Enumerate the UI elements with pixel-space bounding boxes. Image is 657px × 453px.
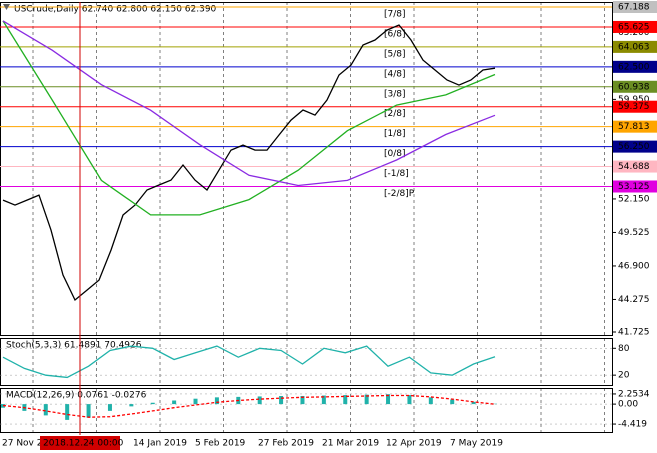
murray-label: [-2/8]P	[384, 189, 415, 199]
y-tick-label: 2.2534	[618, 389, 650, 399]
murray-price: 57.813	[618, 122, 650, 132]
crosshair-box	[40, 436, 120, 450]
x-tick-label: 7 May 2019	[450, 439, 503, 449]
y-tick-label: 80	[618, 344, 630, 354]
panel-title: USCrude,Daily 62.740 62.800 62.150 62.39…	[14, 5, 217, 15]
murray-label: [1/8]	[384, 129, 406, 139]
macd-bar	[471, 401, 476, 405]
murray-box	[613, 140, 657, 153]
murray-price: 65.625	[618, 22, 650, 32]
murray-label: [5/8]	[384, 49, 406, 59]
murray-box	[613, 60, 657, 73]
series-line	[2, 345, 496, 379]
murray-box	[613, 20, 657, 33]
macd-bar	[129, 404, 134, 407]
series-line	[2, 24, 496, 302]
macd-bar	[86, 404, 91, 418]
murray-label: [7/8]	[384, 10, 406, 20]
macd-bar	[257, 396, 262, 405]
macd-bar	[386, 394, 391, 405]
murray-label: [4/8]	[384, 69, 406, 79]
macd-bar	[65, 404, 70, 420]
x-tick-label: 27 Nov 2018	[2, 439, 60, 449]
murray-box	[613, 120, 657, 133]
y-tick-label: 44.275	[618, 295, 650, 305]
macd-bar	[450, 399, 455, 405]
x-tick-label: 14 Jan 2019	[133, 439, 187, 449]
murray-label: [0/8]	[384, 149, 406, 159]
murray-price: 54.688	[618, 162, 650, 172]
murray-label: [2/8]	[384, 109, 406, 119]
murray-box	[613, 180, 657, 193]
murray-box	[613, 1, 657, 14]
murray-box	[613, 100, 657, 113]
murray-label: [6/8]	[384, 29, 406, 39]
y-tick-label: -4.419	[618, 420, 647, 430]
macd-bar	[364, 394, 369, 405]
panel-title: Stoch(5,3,3) 61.4891 70.4926	[6, 341, 142, 351]
panel-frame	[0, 338, 613, 386]
panel-title: MACD(12,26,9) 0.0761 -0.0276	[6, 391, 147, 401]
macd-bar	[172, 400, 177, 405]
y-tick-label: 52.150	[618, 194, 650, 204]
murray-price: 62.500	[618, 62, 650, 72]
murray-box	[613, 160, 657, 173]
murray-price: 67.188	[618, 3, 650, 13]
macd-bar	[150, 402, 155, 405]
series-line	[2, 20, 496, 187]
murray-box	[613, 40, 657, 53]
murray-label: [3/8]	[384, 89, 406, 99]
macd-bar	[300, 395, 305, 405]
macd-bar	[321, 395, 326, 405]
murray-box	[613, 80, 657, 93]
macd-bar	[279, 395, 284, 405]
macd-bar	[43, 404, 48, 416]
y-tick-label: 49.525	[618, 228, 650, 238]
macd-bar	[428, 397, 433, 405]
y-tick-label: 59.950	[618, 95, 650, 105]
macd-bar	[407, 395, 412, 405]
y-tick-label: 46.900	[618, 261, 650, 271]
symbol-icon	[3, 4, 10, 10]
x-tick-label: 27 Feb 2019	[258, 439, 314, 449]
murray-price: 64.063	[618, 42, 650, 52]
murray-price: 53.125	[618, 182, 650, 192]
crosshair-label: 2018.12.24 00:00	[43, 439, 124, 449]
macd-bar	[214, 397, 219, 405]
panel-frame	[0, 2, 613, 336]
panel-frame	[0, 388, 613, 433]
y-tick-label: 0.00	[618, 400, 638, 410]
murray-label: [-1/8]	[384, 169, 409, 179]
x-tick-label: 5 Feb 2019	[195, 439, 246, 449]
macd-bar	[193, 398, 198, 405]
y-tick-label: 41.725	[618, 328, 650, 338]
macd-bar	[107, 404, 112, 411]
y-tick-label: 20	[618, 371, 630, 381]
series-line	[2, 394, 496, 418]
macd-bar	[343, 395, 348, 405]
series-line	[2, 20, 496, 216]
murray-price: 56.250	[618, 142, 650, 152]
murray-price: 60.938	[618, 82, 650, 92]
x-tick-label: 12 Apr 2019	[386, 439, 442, 449]
x-tick-label: 21 Mar 2019	[322, 439, 379, 449]
murray-price: 59.375	[618, 102, 650, 112]
